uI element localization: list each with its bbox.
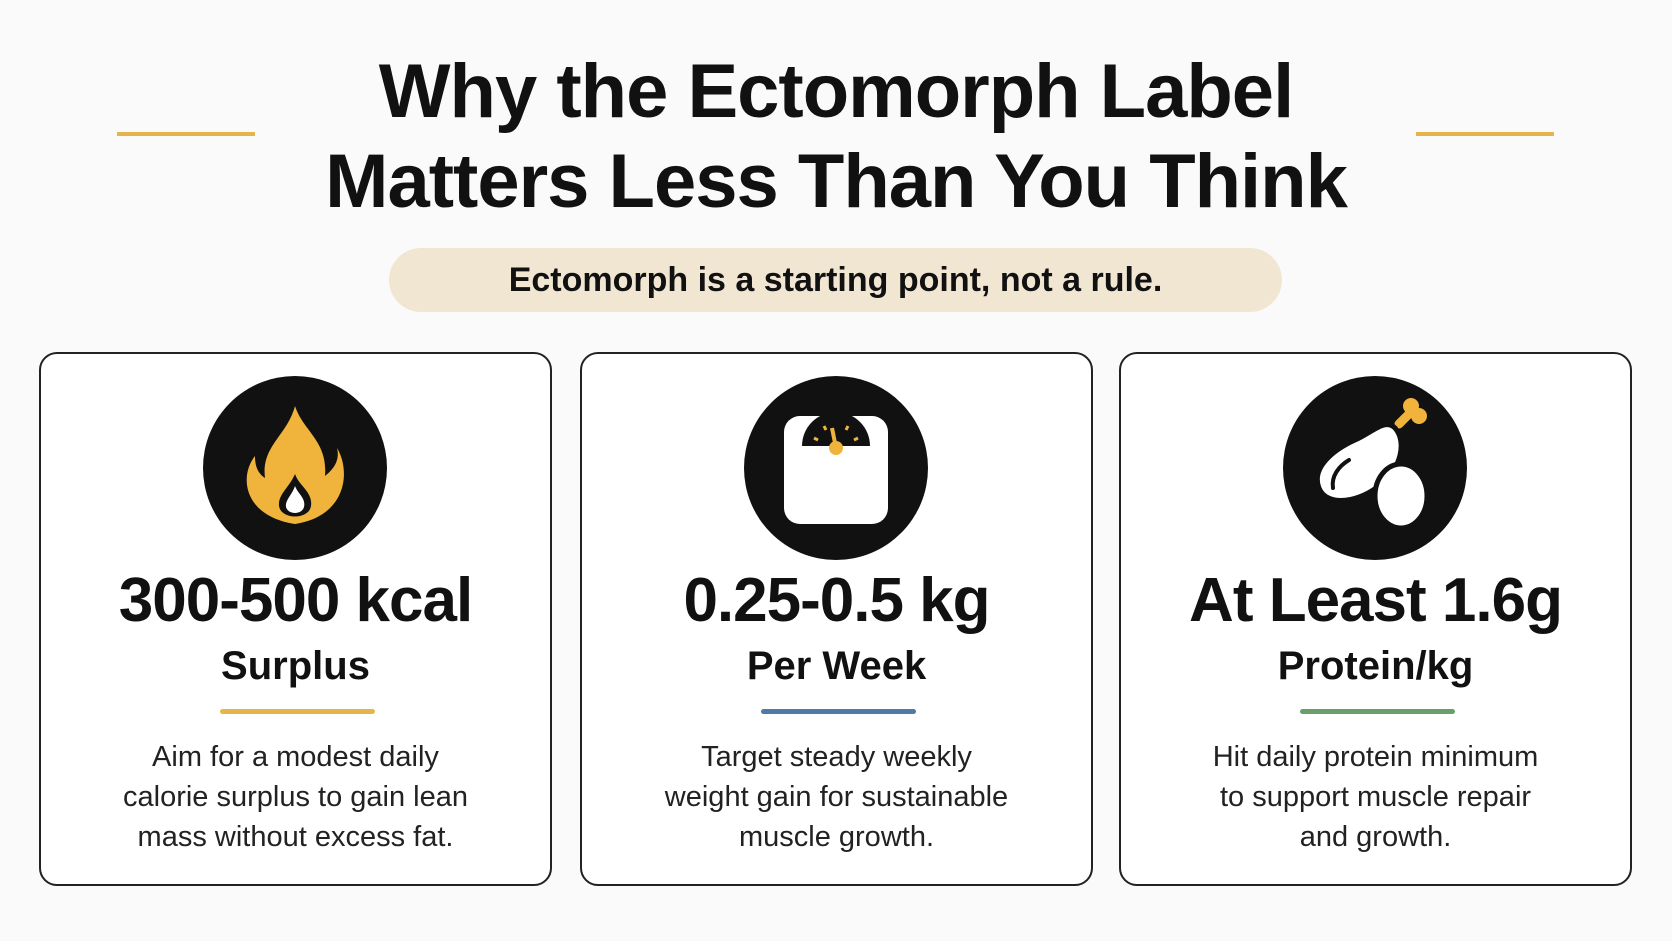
decor-line	[117, 132, 255, 136]
description-line: mass without excess fat.	[137, 821, 454, 853]
description-line: Hit daily protein minimum	[1212, 741, 1539, 773]
scale-icon	[744, 376, 928, 560]
flame-icon	[203, 376, 387, 560]
description-line: muscle growth.	[738, 821, 934, 853]
description-line: Target steady weekly	[701, 741, 972, 773]
accent-bar	[220, 709, 375, 714]
stat: 300-500 kcal	[118, 566, 473, 635]
description-line: Aim for a modest daily	[152, 741, 439, 773]
card	[1119, 352, 1632, 886]
card	[39, 352, 552, 886]
protein-icon	[1283, 376, 1467, 560]
stat: 0.25-0.5 kg	[683, 566, 990, 635]
stat-unit: Per Week	[746, 644, 927, 688]
tagline: Ectomorph is a starting point, not a rul…	[389, 248, 1282, 312]
accent-bar	[1300, 709, 1455, 714]
accent-bar	[761, 709, 916, 714]
description-line: to support muscle repair	[1219, 781, 1532, 813]
description-line: and growth.	[1299, 821, 1452, 853]
stat: At Least 1.6g	[1189, 566, 1563, 635]
decor-line	[1416, 132, 1554, 136]
description: Target steady weekly weight gain for sus…	[580, 737, 1093, 857]
card	[580, 352, 1093, 886]
description-line: calorie surplus to gain lean	[123, 781, 468, 813]
stat-unit: Protein/kg	[1277, 644, 1474, 688]
stat-unit: Surplus	[221, 644, 370, 688]
description-line: weight gain for sustainable	[664, 781, 1009, 813]
title-line: Why the Ectomorph Label	[378, 49, 1294, 134]
title-line: Matters Less Than You Think	[325, 139, 1348, 224]
description: Hit daily protein minimum to support mus…	[1119, 737, 1632, 857]
description: Aim for a modest daily calorie surplus t…	[39, 737, 552, 857]
